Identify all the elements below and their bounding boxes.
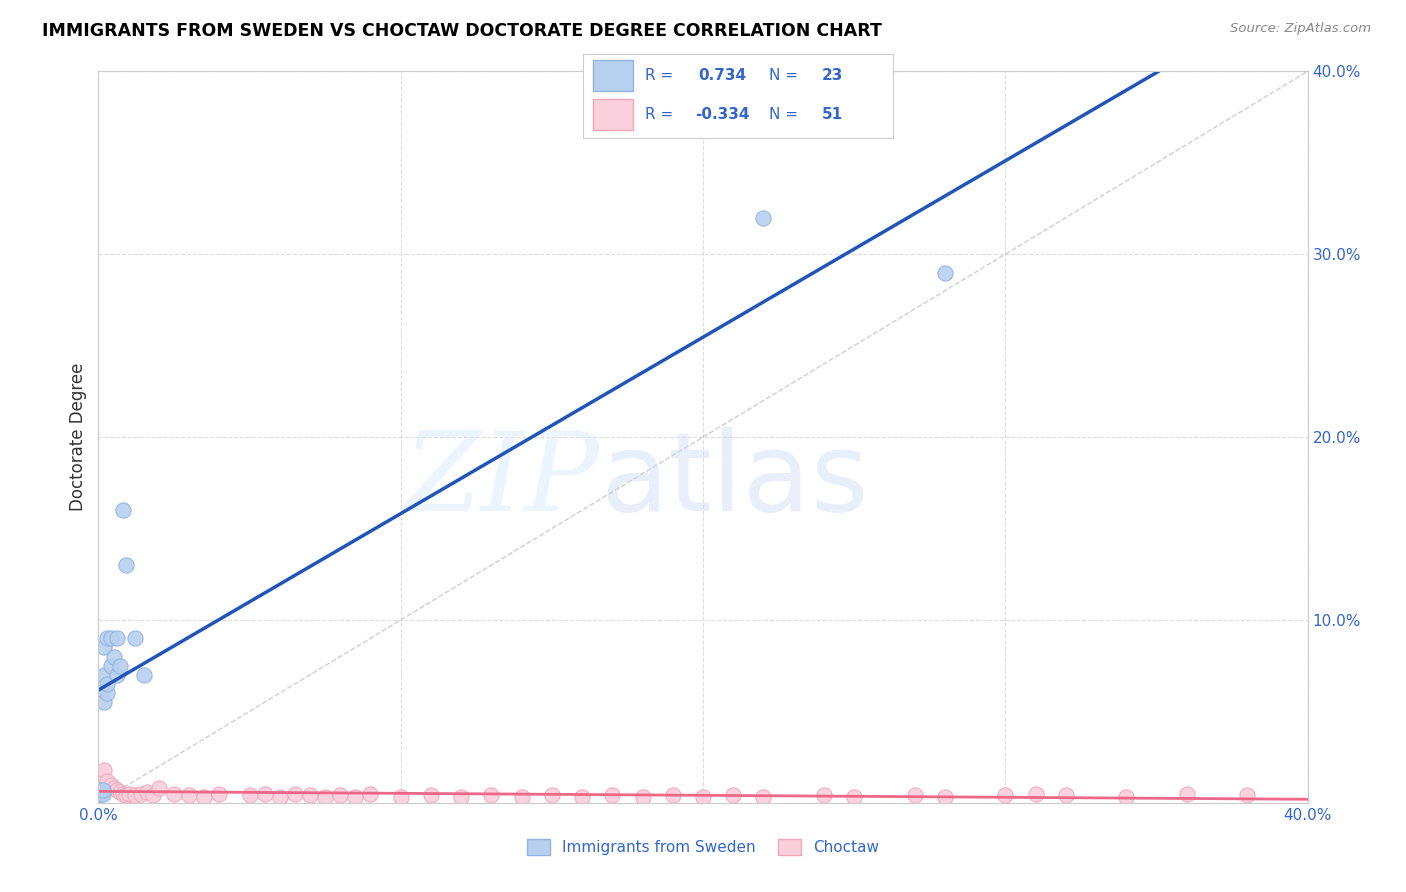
Point xyxy=(111,503,134,517)
Point xyxy=(420,789,443,803)
Point xyxy=(631,790,654,805)
Text: IMMIGRANTS FROM SWEDEN VS CHOCTAW DOCTORATE DEGREE CORRELATION CHART: IMMIGRANTS FROM SWEDEN VS CHOCTAW DOCTOR… xyxy=(42,22,882,40)
Point xyxy=(540,789,562,803)
Y-axis label: Doctorate Degree: Doctorate Degree xyxy=(69,363,87,511)
Text: Source: ZipAtlas.com: Source: ZipAtlas.com xyxy=(1230,22,1371,36)
Point xyxy=(89,787,111,801)
Point xyxy=(844,790,866,805)
Text: -0.334: -0.334 xyxy=(695,107,749,121)
Text: R =: R = xyxy=(645,68,679,83)
Point xyxy=(269,790,291,805)
Point xyxy=(108,785,131,799)
Point xyxy=(571,790,593,805)
Point xyxy=(96,677,118,691)
Point xyxy=(1175,787,1198,801)
Point xyxy=(100,778,122,792)
Point xyxy=(96,632,118,646)
Point xyxy=(96,773,118,788)
Point xyxy=(91,783,114,797)
Point xyxy=(124,789,146,803)
Point xyxy=(93,695,115,709)
Point xyxy=(129,787,152,801)
Point xyxy=(934,790,956,805)
Point xyxy=(253,787,276,801)
Point xyxy=(314,790,336,805)
Point xyxy=(111,787,134,801)
Point xyxy=(90,787,112,801)
Point xyxy=(103,649,125,664)
Point xyxy=(329,789,352,803)
Point xyxy=(752,790,775,805)
Point xyxy=(124,632,146,646)
Point xyxy=(148,781,170,796)
Text: N =: N = xyxy=(769,68,803,83)
Point xyxy=(90,783,112,797)
Point xyxy=(450,790,472,805)
Point xyxy=(135,785,157,799)
Point xyxy=(100,632,122,646)
Point xyxy=(692,790,714,805)
Point xyxy=(118,787,141,801)
Point xyxy=(100,658,122,673)
Text: 51: 51 xyxy=(821,107,842,121)
Point xyxy=(994,789,1017,803)
Point xyxy=(1024,787,1046,801)
Point xyxy=(142,789,165,803)
Legend: Immigrants from Sweden, Choctaw: Immigrants from Sweden, Choctaw xyxy=(520,833,886,861)
Point xyxy=(163,787,186,801)
Point xyxy=(934,266,956,280)
Point xyxy=(389,790,412,805)
Point xyxy=(1054,789,1077,803)
Point xyxy=(193,790,215,805)
Point xyxy=(93,763,115,777)
Point xyxy=(91,787,114,801)
Point xyxy=(602,789,624,803)
Point xyxy=(752,211,775,225)
Point xyxy=(105,783,128,797)
FancyBboxPatch shape xyxy=(583,54,893,138)
Point xyxy=(208,787,231,801)
Point xyxy=(284,787,307,801)
Point xyxy=(114,789,136,803)
Text: ZIP: ZIP xyxy=(405,427,600,534)
Text: 23: 23 xyxy=(821,68,844,83)
Point xyxy=(108,658,131,673)
Point xyxy=(93,640,115,655)
Point xyxy=(813,789,835,803)
Text: atlas: atlas xyxy=(600,427,869,534)
Point xyxy=(105,632,128,646)
Bar xyxy=(593,99,633,130)
Text: 0.734: 0.734 xyxy=(697,68,747,83)
Point xyxy=(105,667,128,681)
Point xyxy=(510,790,533,805)
Text: R =: R = xyxy=(645,107,679,121)
Point xyxy=(360,787,382,801)
Text: N =: N = xyxy=(769,107,803,121)
Bar xyxy=(593,61,633,91)
Point xyxy=(103,781,125,796)
Point xyxy=(481,789,503,803)
Point xyxy=(1236,789,1258,803)
Point xyxy=(239,789,262,803)
Point xyxy=(90,768,112,782)
Point xyxy=(132,667,155,681)
Point xyxy=(179,789,201,803)
Point xyxy=(904,789,927,803)
Point xyxy=(344,790,367,805)
Point xyxy=(93,667,115,681)
Point xyxy=(1115,790,1137,805)
Point xyxy=(96,686,118,700)
Point xyxy=(661,789,683,803)
Point xyxy=(299,789,322,803)
Point xyxy=(114,558,136,573)
Point xyxy=(723,789,745,803)
